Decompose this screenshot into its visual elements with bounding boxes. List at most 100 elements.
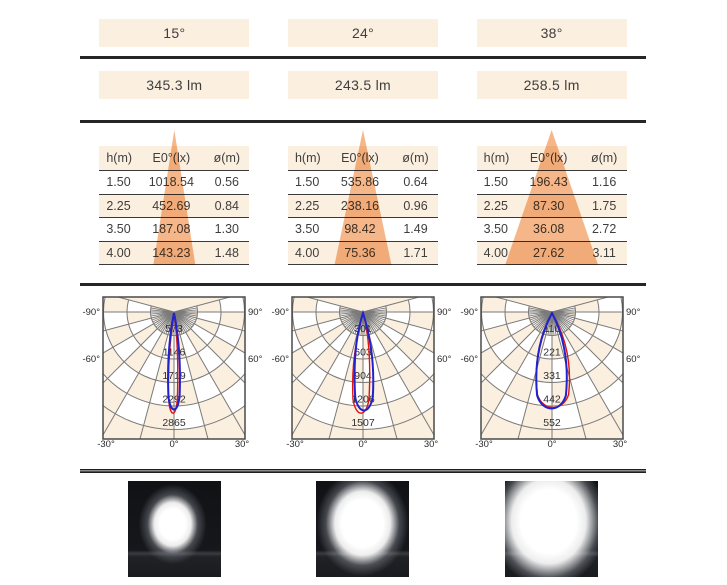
radial-line — [103, 311, 175, 354]
radial-line — [305, 297, 364, 313]
angle-label: -60° — [460, 354, 478, 365]
radial-tick — [528, 311, 552, 317]
table-cell: 0.84 — [204, 194, 250, 218]
table-cell: 238.16 — [326, 194, 393, 218]
beam-spot-photo-24 — [316, 481, 410, 577]
radial-tick — [156, 311, 175, 328]
table-row: 4.00 75.36 1.71 — [287, 241, 438, 265]
radial-line — [551, 297, 610, 313]
ring-label: 1146 — [163, 347, 186, 359]
table-cell: 87.30 — [515, 194, 582, 218]
illuminance-table-wrap-15: h(m) E0°(lx) ø(m) 1.50 1018.54 0.56 2.25 452… — [99, 130, 250, 265]
illuminance-table-24: h(m) E0°(lx) ø(m) 1.50 535.86 0.64 2.25 238.… — [287, 146, 438, 265]
radial-tick — [174, 311, 194, 326]
table-cell: 4.00 — [99, 241, 139, 265]
illuminance-table-15: h(m) E0°(lx) ø(m) 1.50 1018.54 0.56 2.25 452… — [99, 146, 250, 265]
radial-tick — [341, 311, 364, 323]
divider-1 — [80, 56, 646, 59]
table-header-row: h(m) E0°(lx) ø(m) — [476, 146, 627, 171]
ring-label: 442 — [543, 394, 561, 406]
ring-label: 1719 — [163, 370, 187, 382]
angle-label: 60° — [437, 354, 452, 365]
table-cell: 2.25 — [99, 194, 139, 218]
radial-line — [551, 311, 587, 439]
radial-tick — [173, 311, 185, 334]
table-header-row: h(m) E0°(lx) ø(m) — [99, 146, 250, 171]
radial-tick — [339, 309, 364, 313]
table-row: 3.50 36.08 2.72 — [476, 217, 627, 242]
radial-line — [103, 311, 175, 384]
angle-label: 30° — [424, 439, 439, 450]
radial-tick — [551, 311, 568, 331]
radial-line — [174, 311, 246, 332]
radial-line — [362, 311, 434, 354]
angle-label: 0° — [358, 439, 367, 450]
radial-line — [362, 297, 421, 313]
radial-tick — [174, 311, 190, 331]
radial-tick — [152, 311, 175, 323]
radial-line — [328, 311, 364, 439]
table-cell: 3.11 — [581, 241, 627, 265]
table-cell: 1.50 — [476, 170, 516, 195]
table-cell: 1.16 — [581, 170, 627, 195]
table-cell: 4.00 — [287, 241, 327, 265]
angle-label: 60° — [626, 354, 641, 365]
ring-label: 603 — [354, 347, 372, 359]
ring-label: 2292 — [163, 394, 187, 406]
polar-border — [291, 296, 435, 440]
luminous-flux-label-38: 258.5 lm — [476, 71, 627, 99]
radial-line — [291, 311, 364, 332]
beam-curve-blue — [167, 312, 182, 411]
angle-label: 60° — [248, 354, 263, 365]
ring-label: 221 — [543, 347, 561, 359]
angle-label: 90° — [437, 307, 452, 318]
ring-label: 110 — [543, 323, 560, 335]
header-illuminance: E0°(lx) — [515, 146, 582, 171]
table-cell: 452.69 — [138, 194, 205, 218]
radial-tick — [362, 307, 387, 313]
radial-tick — [362, 311, 379, 331]
radial-tick — [528, 309, 552, 313]
table-cell: 3.50 — [99, 217, 139, 242]
table-row: 3.50 98.42 1.49 — [287, 217, 438, 242]
ring-label: 331 — [543, 370, 561, 382]
table-row: 1.50 196.43 1.16 — [476, 170, 627, 195]
angle-label: 30° — [612, 439, 627, 450]
illuminance-tables-row: h(m) E0°(lx) ø(m) 1.50 1018.54 0.56 2.25 452… — [80, 130, 646, 265]
header-height: h(m) — [287, 146, 327, 171]
table-row: 1.50 535.86 0.64 — [287, 170, 438, 195]
radial-line — [480, 311, 552, 354]
radial-tick — [551, 311, 574, 321]
radial-line — [103, 311, 175, 332]
radial-line — [480, 311, 552, 332]
lumens-row: 345.3 lm 243.5 lm 258.5 lm — [80, 71, 646, 99]
radial-tick — [150, 309, 175, 313]
polar-diagrams-row: 573 1146 1719 2292 2865 -90° 90° -60° 60° -30° 0° 3… — [80, 295, 646, 451]
radial-tick — [349, 311, 364, 332]
radial-tick — [530, 311, 552, 323]
table-row: 1.50 1018.54 0.56 — [99, 170, 250, 195]
table-row: 2.25 238.16 0.96 — [287, 194, 438, 218]
header-height: h(m) — [99, 146, 139, 171]
angle-label: -90° — [271, 307, 289, 318]
angle-label: -90° — [460, 307, 478, 318]
radial-line — [291, 311, 364, 384]
polar-diagram-38: 110 221 331 442 552 -90° 90° -60° 60° -30° 0° 30° — [460, 296, 641, 450]
table-cell: 4.00 — [476, 241, 516, 265]
table-cell: 1.49 — [392, 217, 438, 242]
radial-line — [174, 311, 246, 354]
radial-line — [551, 311, 623, 332]
table-row: 3.50 187.08 1.30 — [99, 217, 250, 242]
radial-line — [517, 311, 553, 439]
table-cell: 1.50 — [287, 170, 327, 195]
header-illuminance: E0°(lx) — [138, 146, 205, 171]
angle-label: -60° — [83, 354, 101, 365]
table-header-row: h(m) E0°(lx) ø(m) — [287, 146, 438, 171]
angle-label: 30° — [235, 439, 250, 450]
radial-tick — [362, 311, 383, 326]
radial-line — [291, 311, 364, 354]
angle-label: 0° — [547, 439, 556, 450]
polar-border — [102, 296, 247, 440]
